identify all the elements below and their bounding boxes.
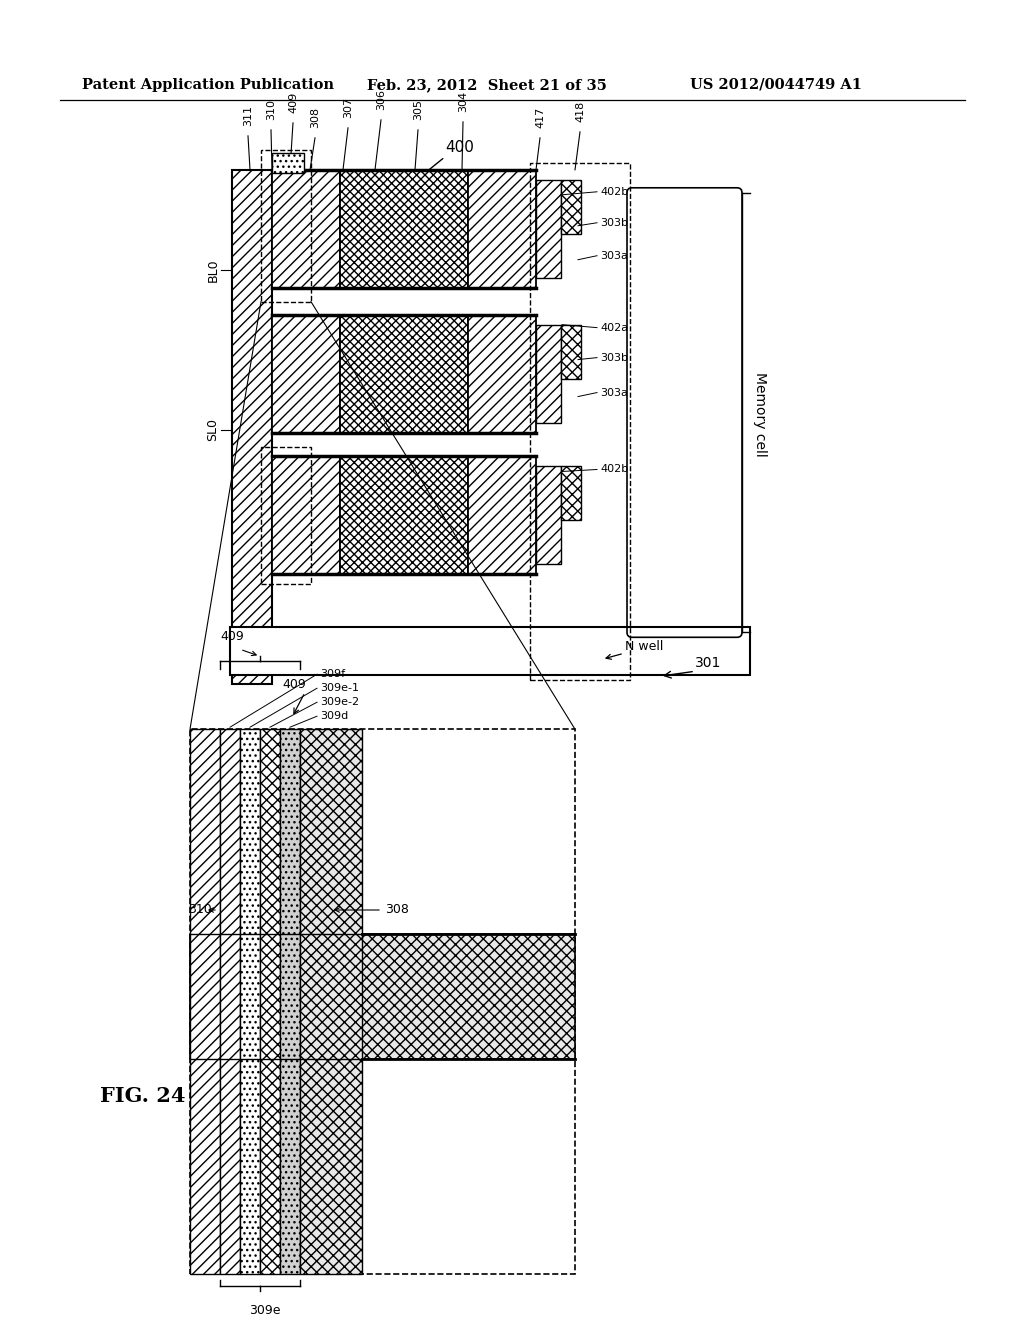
Text: 402b: 402b — [600, 187, 629, 197]
Bar — [300, 729, 362, 1274]
Bar — [340, 170, 468, 288]
Bar — [230, 627, 750, 676]
Bar — [260, 729, 280, 1274]
Bar — [190, 935, 220, 1059]
Bar — [561, 180, 581, 234]
Text: Patent Application Publication: Patent Application Publication — [82, 78, 334, 92]
Text: 310: 310 — [266, 99, 276, 120]
Bar — [340, 314, 468, 433]
Text: BL0: BL0 — [207, 257, 219, 281]
Text: US 2012/0044749 A1: US 2012/0044749 A1 — [690, 78, 862, 92]
Bar — [260, 935, 280, 1059]
Bar — [468, 170, 536, 288]
Text: 309e: 309e — [249, 1304, 281, 1316]
Text: 409: 409 — [220, 630, 244, 643]
Bar — [561, 325, 581, 379]
Bar — [261, 446, 311, 585]
Text: 309f: 309f — [319, 669, 345, 680]
Text: N well: N well — [625, 640, 664, 653]
Bar — [272, 153, 304, 173]
Text: 402a: 402a — [600, 322, 628, 333]
Text: 309e-1: 309e-1 — [319, 684, 359, 693]
Text: 409: 409 — [288, 91, 298, 114]
Bar — [468, 314, 536, 433]
Bar — [240, 935, 260, 1059]
Text: Memory cell: Memory cell — [753, 372, 767, 457]
Text: 309e-2: 309e-2 — [319, 697, 359, 708]
Bar — [300, 935, 362, 1059]
Text: 418: 418 — [575, 100, 585, 121]
Bar — [190, 729, 575, 1274]
Bar — [561, 466, 581, 520]
Text: 409: 409 — [283, 677, 306, 690]
Text: SL0: SL0 — [207, 418, 219, 441]
Text: 303b: 303b — [600, 218, 628, 228]
Bar — [536, 325, 561, 422]
Text: 402b: 402b — [600, 465, 629, 474]
Bar — [340, 457, 468, 574]
Bar — [280, 729, 300, 1274]
Bar — [240, 729, 260, 1274]
Bar — [468, 457, 536, 574]
Bar — [536, 180, 561, 277]
Text: Feb. 23, 2012  Sheet 21 of 35: Feb. 23, 2012 Sheet 21 of 35 — [367, 78, 607, 92]
Text: 417: 417 — [535, 107, 545, 128]
Text: 309d: 309d — [319, 711, 348, 721]
Text: 308: 308 — [310, 107, 319, 128]
Text: 400: 400 — [445, 140, 474, 156]
Bar — [220, 935, 240, 1059]
Text: 304: 304 — [458, 91, 468, 112]
Text: FIG. 24: FIG. 24 — [100, 1086, 185, 1106]
Text: 303a: 303a — [600, 251, 628, 261]
Text: 301: 301 — [695, 656, 721, 671]
Text: 311: 311 — [243, 104, 253, 125]
Bar — [530, 162, 630, 680]
Bar — [272, 457, 340, 574]
Bar — [272, 170, 340, 288]
Text: 303b: 303b — [600, 352, 628, 363]
Text: 305: 305 — [413, 99, 423, 120]
Bar — [536, 466, 561, 565]
Bar — [362, 935, 575, 1059]
Bar — [232, 170, 272, 684]
Bar — [261, 150, 311, 302]
Bar — [272, 314, 340, 433]
Text: 303a: 303a — [600, 388, 628, 397]
Text: 307: 307 — [343, 96, 353, 117]
Text: 310: 310 — [188, 903, 212, 916]
Text: 308: 308 — [385, 903, 409, 916]
Bar — [280, 935, 300, 1059]
Text: 306: 306 — [376, 88, 386, 110]
Bar — [190, 729, 220, 1274]
Bar — [220, 729, 240, 1274]
